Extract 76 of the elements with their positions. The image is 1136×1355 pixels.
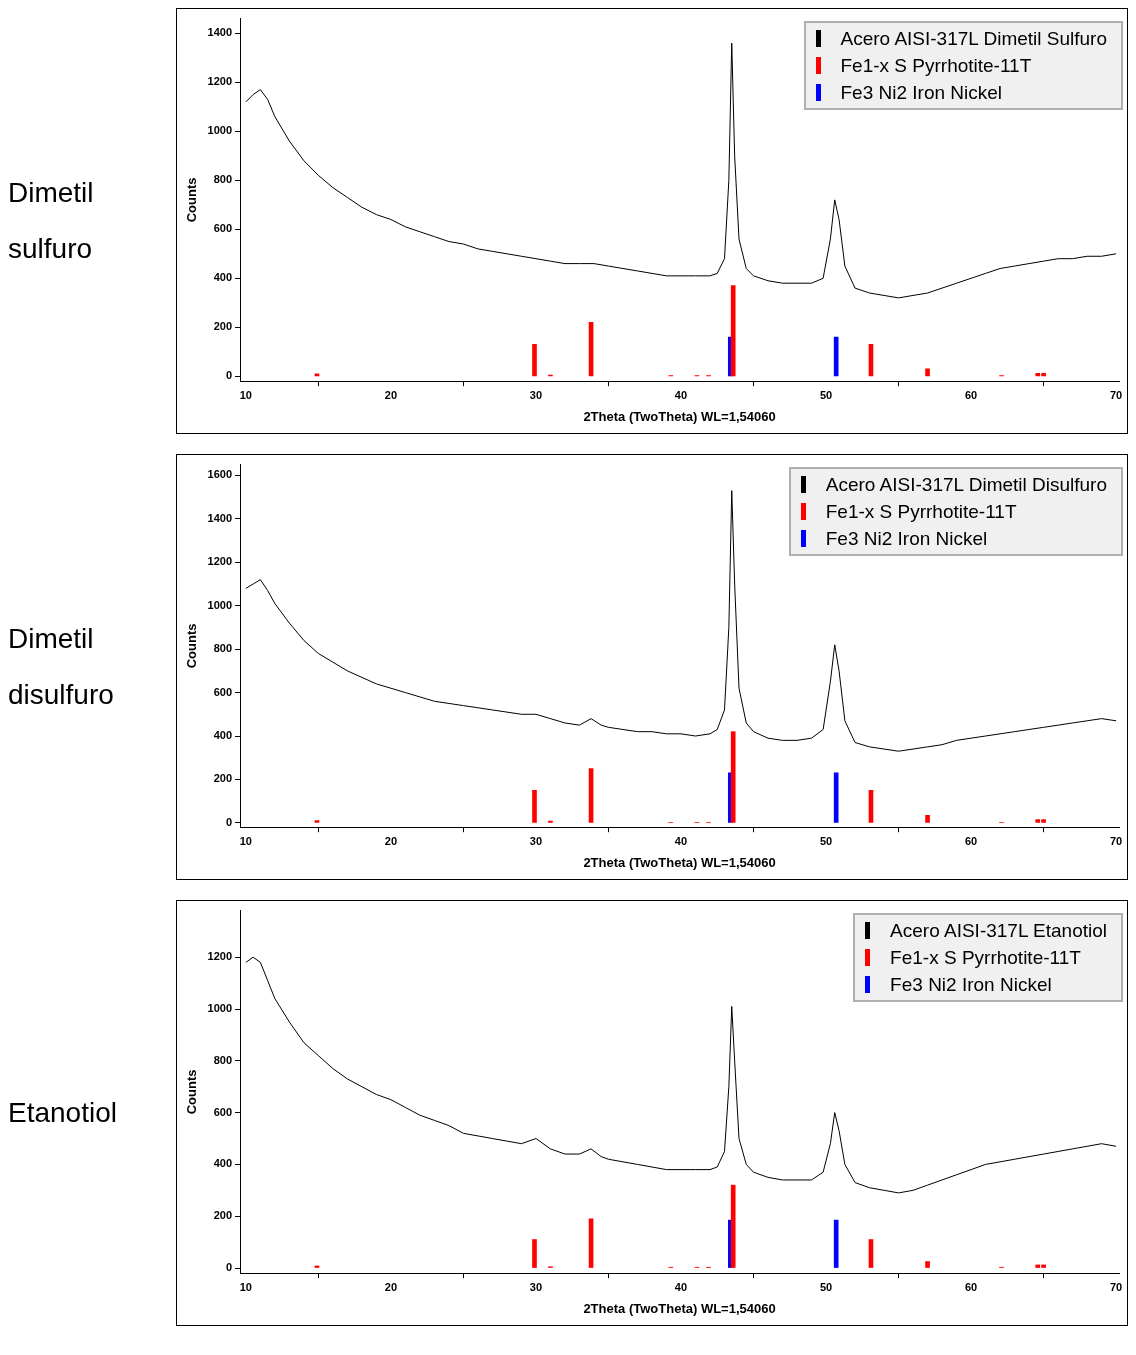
y-tick-label: 600 bbox=[213, 1105, 233, 1118]
bar bbox=[925, 1261, 930, 1268]
y-tick-label: 1000 bbox=[207, 1002, 233, 1015]
y-tick-label: 1200 bbox=[207, 75, 233, 88]
y-tick-label: 400 bbox=[213, 271, 233, 284]
text: Etanotiol bbox=[8, 1096, 118, 1130]
bar bbox=[833, 1219, 839, 1268]
legend-label: Fe3 Ni2 Iron Nickel bbox=[890, 973, 1052, 996]
y-tick-label: 800 bbox=[213, 1053, 233, 1066]
text: Dimetil sulfuro bbox=[8, 176, 95, 266]
bar bbox=[925, 814, 930, 823]
bar bbox=[730, 1184, 736, 1268]
text: Dimetil disulfuro bbox=[8, 622, 115, 712]
bar bbox=[532, 344, 537, 377]
legend-label: Fe1-x S Pyrrhotite-11T bbox=[825, 500, 1017, 523]
y-axis-title: Counts bbox=[184, 623, 200, 669]
y-tick-label: 400 bbox=[213, 729, 233, 742]
legend-label: Acero AISI-317L Dimetil Disulfuro bbox=[825, 473, 1107, 496]
x-axis-title: 2Theta (TwoTheta) WL=1,54060 bbox=[583, 1300, 776, 1316]
x-tick-label: 20 bbox=[384, 388, 398, 401]
y-tick-label: 800 bbox=[213, 173, 233, 186]
y-tick-label: 400 bbox=[213, 1157, 233, 1170]
y-tick-label: 200 bbox=[213, 772, 233, 785]
x-tick-label: 40 bbox=[674, 1280, 688, 1293]
bar bbox=[730, 731, 736, 823]
bar bbox=[730, 285, 736, 377]
y-tick-label: 1200 bbox=[207, 950, 233, 963]
bar bbox=[532, 1239, 537, 1268]
x-tick-label: 40 bbox=[674, 834, 688, 847]
x-tick-label: 30 bbox=[529, 834, 543, 847]
y-tick-label: 800 bbox=[213, 642, 233, 655]
y-axis-title: Counts bbox=[184, 177, 200, 223]
x-tick-label: 20 bbox=[384, 834, 398, 847]
bar bbox=[314, 820, 320, 823]
x-tick-label: 30 bbox=[529, 388, 543, 401]
legend-label: Fe1-x S Pyrrhotite-11T bbox=[840, 54, 1032, 77]
x-axis-title: 2Theta (TwoTheta) WL=1,54060 bbox=[583, 854, 776, 870]
x-tick-label: 70 bbox=[1109, 388, 1123, 401]
legend-label: Fe3 Ni2 Iron Nickel bbox=[840, 81, 1003, 104]
x-tick-label: 50 bbox=[819, 388, 833, 401]
y-tick-label: 600 bbox=[213, 685, 233, 698]
x-tick-label: 30 bbox=[529, 1280, 543, 1293]
legend-label: Acero AISI-317L Etanotiol bbox=[890, 919, 1107, 942]
y-tick-label: 1200 bbox=[207, 555, 233, 568]
x-tick-label: 10 bbox=[239, 1280, 252, 1293]
bar bbox=[833, 772, 839, 823]
x-tick-label: 50 bbox=[819, 1280, 833, 1293]
y-tick-label: 0 bbox=[225, 1261, 233, 1274]
legend-label: Acero AISI-317L Dimetil Sulfuro bbox=[840, 27, 1107, 50]
bar bbox=[532, 789, 537, 823]
y-tick-label: 0 bbox=[225, 815, 233, 828]
legend-label: Fe1-x S Pyrrhotite-11T bbox=[890, 946, 1081, 969]
y-tick-label: 1000 bbox=[207, 598, 233, 611]
y-tick-label: 1600 bbox=[207, 468, 233, 481]
x-tick-label: 60 bbox=[964, 388, 978, 401]
x-tick-label: 20 bbox=[384, 1280, 398, 1293]
y-tick-label: 1000 bbox=[207, 124, 233, 137]
y-tick-label: 200 bbox=[213, 320, 233, 333]
x-tick-label: 40 bbox=[674, 388, 688, 401]
y-tick-label: 600 bbox=[213, 222, 233, 235]
y-tick-label: 200 bbox=[213, 1209, 233, 1222]
x-tick-label: 70 bbox=[1109, 834, 1123, 847]
y-tick-label: 1400 bbox=[207, 511, 233, 524]
legend-label: Fe3 Ni2 Iron Nickel bbox=[825, 527, 988, 550]
y-tick-label: 0 bbox=[225, 369, 233, 382]
bar bbox=[833, 336, 839, 377]
x-tick-label: 10 bbox=[239, 388, 252, 401]
bar bbox=[925, 368, 930, 377]
x-tick-label: 60 bbox=[964, 1280, 978, 1293]
x-tick-label: 60 bbox=[964, 834, 978, 847]
x-axis-title: 2Theta (TwoTheta) WL=1,54060 bbox=[583, 408, 776, 424]
x-tick-label: 50 bbox=[819, 834, 833, 847]
x-tick-label: 10 bbox=[239, 834, 252, 847]
x-tick-label: 70 bbox=[1109, 1280, 1123, 1293]
y-axis-title: Counts bbox=[184, 1069, 200, 1115]
y-tick-label: 1400 bbox=[207, 26, 233, 39]
